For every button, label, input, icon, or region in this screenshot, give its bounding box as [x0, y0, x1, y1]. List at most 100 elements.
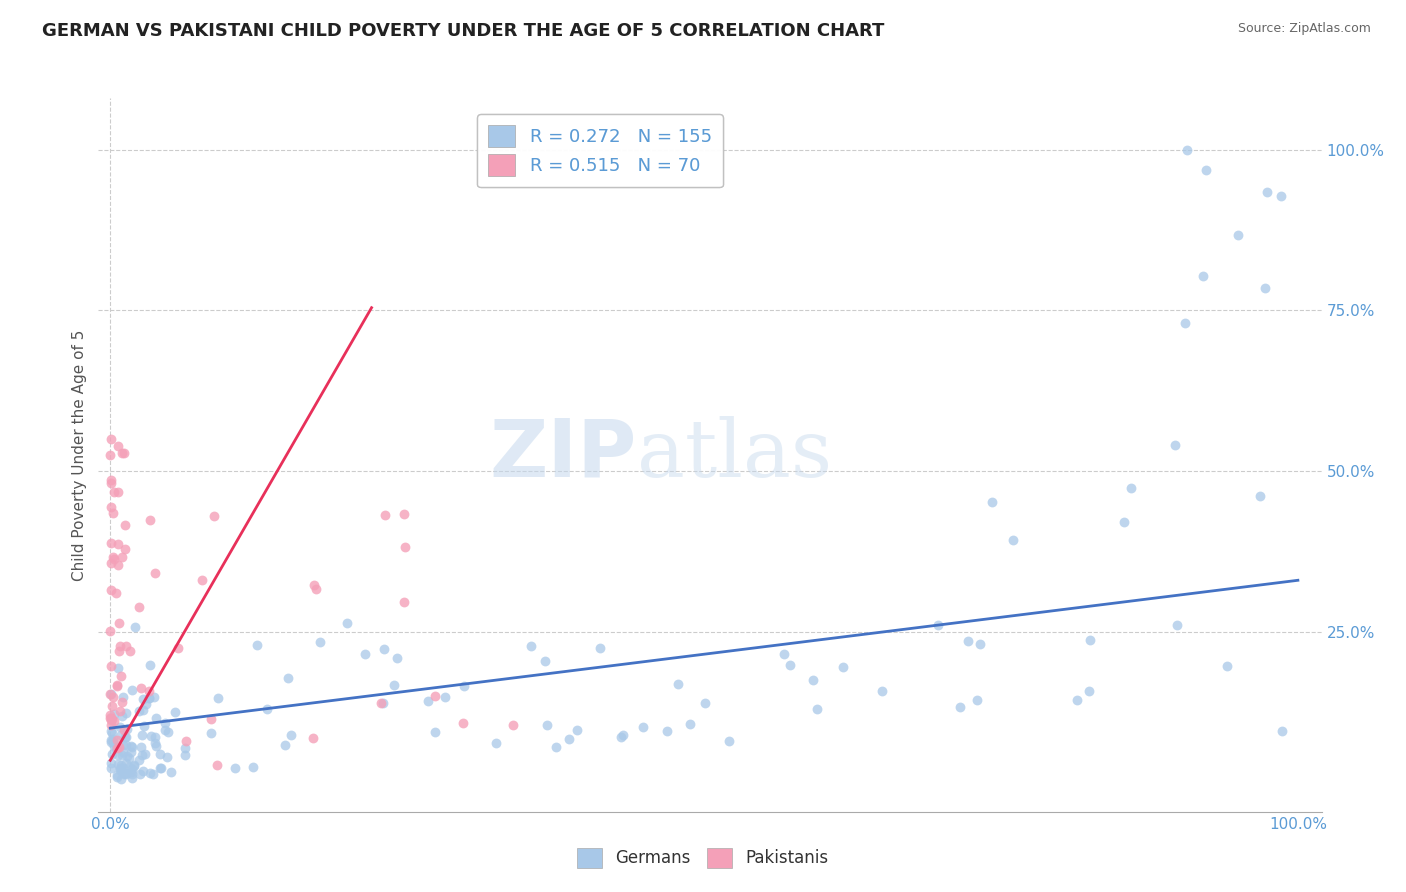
Point	[103, 707, 125, 722]
Point	[394, 595, 416, 609]
Point	[870, 684, 893, 698]
Point	[695, 696, 717, 710]
Point	[205, 758, 228, 772]
Point	[100, 687, 122, 701]
Point	[163, 705, 186, 719]
Point	[98, 448, 121, 462]
Point	[100, 473, 122, 487]
Point	[112, 761, 135, 775]
Point	[966, 692, 988, 706]
Point	[111, 690, 134, 704]
Point	[112, 446, 135, 460]
Point	[100, 432, 122, 446]
Point	[1256, 185, 1278, 199]
Point	[520, 639, 543, 653]
Point	[1066, 693, 1088, 707]
Point	[107, 661, 129, 675]
Point	[1077, 684, 1099, 698]
Point	[120, 739, 142, 753]
Point	[655, 723, 678, 738]
Point	[111, 709, 134, 723]
Point	[121, 771, 143, 785]
Point	[666, 677, 689, 691]
Point	[1226, 228, 1249, 243]
Point	[1112, 515, 1135, 529]
Point	[143, 690, 166, 704]
Point	[114, 639, 136, 653]
Point	[160, 764, 183, 779]
Point	[135, 697, 157, 711]
Point	[280, 728, 302, 742]
Point	[1166, 617, 1188, 632]
Point	[101, 690, 124, 704]
Point	[434, 690, 457, 704]
Point	[118, 760, 141, 774]
Point	[1270, 188, 1292, 202]
Point	[1192, 268, 1215, 283]
Point	[382, 678, 405, 692]
Point	[114, 518, 136, 533]
Point	[544, 740, 567, 755]
Point	[108, 761, 131, 775]
Point	[101, 735, 124, 749]
Point	[1271, 723, 1294, 738]
Point	[107, 558, 129, 572]
Point	[927, 618, 949, 632]
Point	[110, 695, 132, 709]
Point	[132, 719, 155, 733]
Point	[115, 738, 138, 752]
Point	[156, 749, 179, 764]
Point	[131, 703, 153, 717]
Point	[121, 740, 143, 755]
Point	[128, 753, 150, 767]
Point	[246, 638, 269, 652]
Point	[100, 711, 122, 725]
Point	[174, 747, 197, 762]
Point	[121, 762, 143, 776]
Point	[100, 536, 122, 550]
Point	[100, 582, 122, 597]
Point	[305, 582, 328, 596]
Point	[1164, 437, 1187, 451]
Point	[132, 764, 155, 779]
Point	[139, 513, 162, 527]
Point	[103, 739, 125, 754]
Point	[302, 731, 325, 745]
Point	[114, 756, 136, 771]
Point	[98, 624, 121, 638]
Point	[1119, 481, 1142, 495]
Point	[256, 702, 278, 716]
Point	[565, 723, 588, 737]
Point	[107, 756, 129, 771]
Point	[122, 759, 145, 773]
Point	[949, 700, 972, 714]
Point	[374, 508, 396, 523]
Point	[145, 739, 167, 753]
Point	[100, 734, 122, 748]
Point	[112, 766, 135, 780]
Point	[956, 634, 979, 648]
Point	[111, 738, 134, 752]
Point	[100, 756, 122, 770]
Point	[416, 694, 439, 708]
Legend: R = 0.272   N = 155, R = 0.515   N = 70: R = 0.272 N = 155, R = 0.515 N = 70	[477, 114, 723, 187]
Point	[114, 767, 136, 781]
Point	[100, 658, 122, 673]
Point	[107, 748, 129, 763]
Point	[156, 724, 179, 739]
Point	[105, 768, 128, 782]
Point	[108, 739, 131, 754]
Point	[139, 730, 162, 744]
Point	[128, 767, 150, 781]
Point	[107, 537, 129, 551]
Point	[129, 681, 152, 695]
Point	[111, 745, 134, 759]
Point	[1174, 316, 1197, 330]
Point	[108, 615, 131, 630]
Point	[202, 509, 225, 524]
Point	[309, 635, 332, 649]
Point	[100, 712, 122, 726]
Point	[138, 684, 160, 698]
Point	[191, 574, 214, 588]
Point	[104, 740, 127, 755]
